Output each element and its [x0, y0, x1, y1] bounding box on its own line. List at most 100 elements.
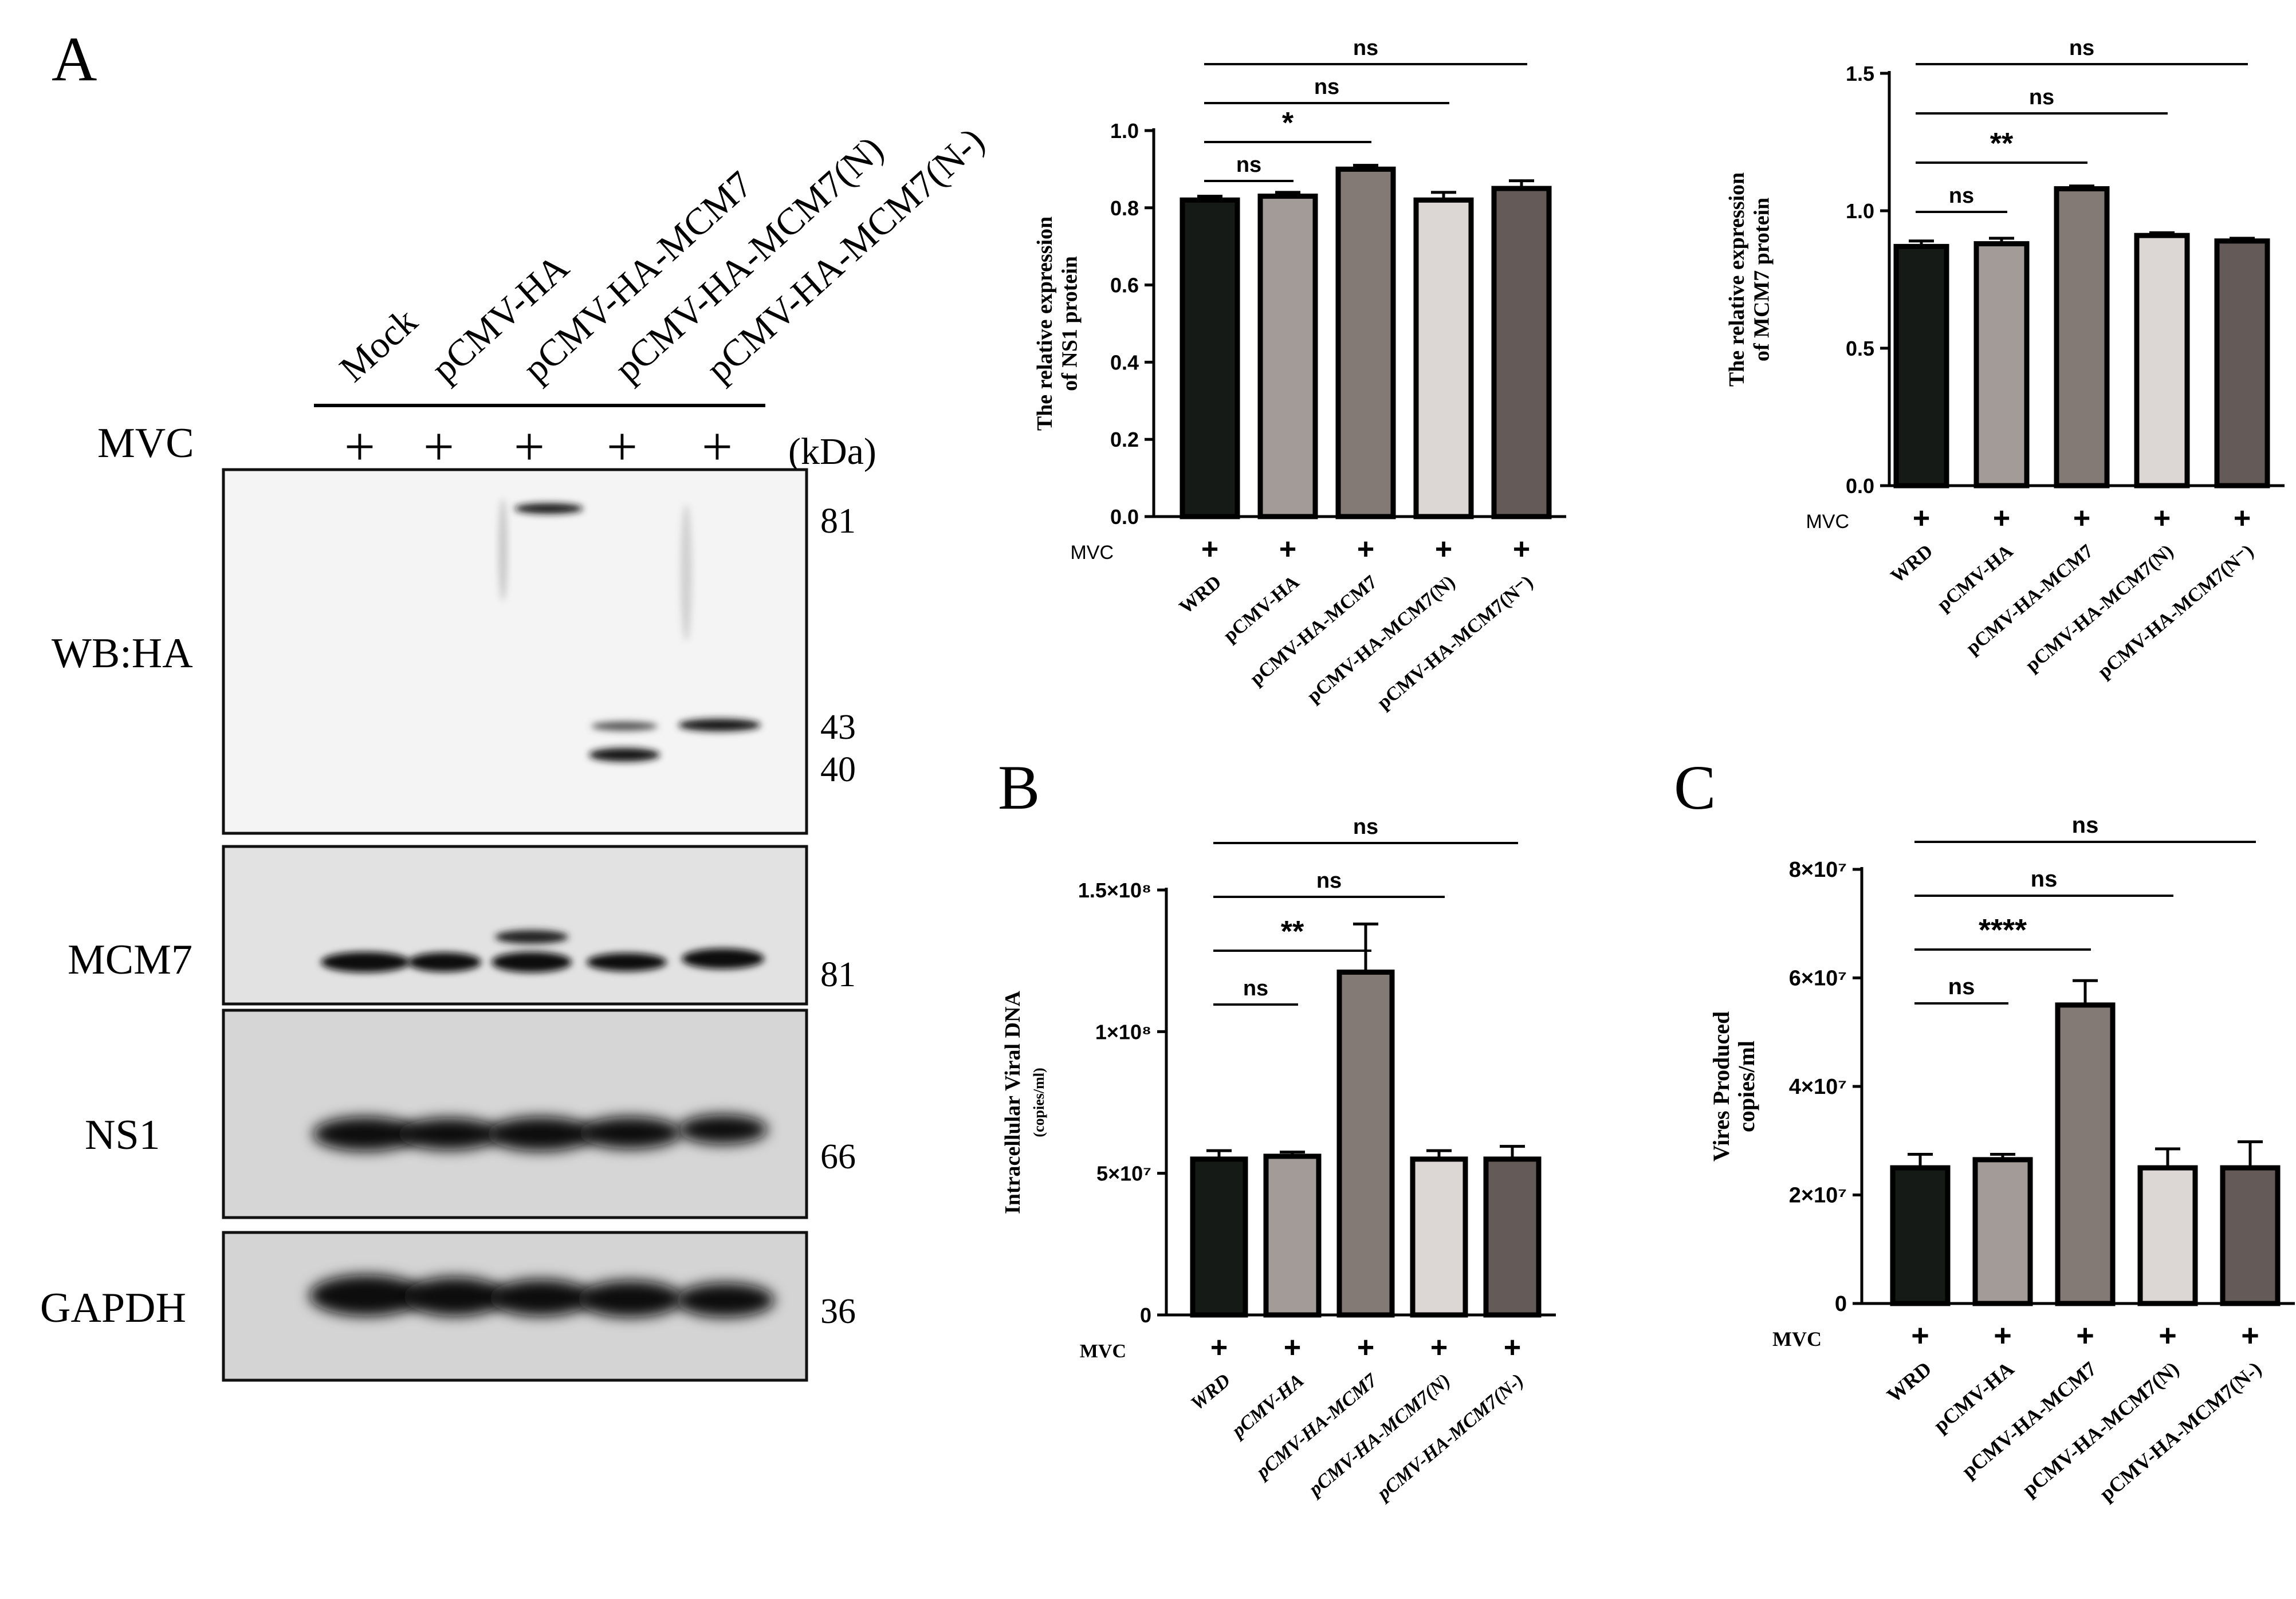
bar: [1190, 1156, 1248, 1318]
significance-label: **: [1281, 915, 1304, 948]
bar: [2055, 1002, 2116, 1306]
kda-label: (kDa): [788, 431, 876, 472]
blot-label-mcm7: MCM7: [68, 936, 192, 983]
treatment-plus: +: [2073, 502, 2090, 535]
bar: [1263, 1153, 1322, 1318]
treatment-plus: +: [1284, 1331, 1301, 1364]
category-label: pCMV-HA-MCM7: [1251, 1369, 1382, 1484]
band: [403, 1277, 506, 1316]
treatment-label: MVC: [1070, 542, 1114, 564]
marker-36: 36: [820, 1292, 856, 1331]
western-blot-panel: A Mock pCMV-HA pCMV-HA-MCM7 pCMV-HA-MCM7…: [40, 24, 992, 1382]
bar: [2054, 186, 2110, 489]
band: [309, 1275, 424, 1316]
significance-label: ns: [1314, 75, 1339, 99]
category-label: pCMV-HA-MCM7(N-): [2095, 1357, 2266, 1505]
panel-label-b: B: [998, 753, 1040, 822]
treatment-label: MVC: [1080, 1341, 1126, 1362]
y-tick-label: 1.0: [1110, 119, 1139, 143]
lane-labels: Mock pCMV-HA pCMV-HA-MCM7 pCMV-HA-MCM7(N…: [332, 120, 992, 390]
category-label: pCMV-HA-MCM7(N): [2022, 541, 2177, 676]
significance-label: ns: [1236, 153, 1261, 177]
significance-label: ns: [1353, 815, 1378, 839]
lane-label: Mock: [332, 300, 425, 390]
bar-charts: 0.0 0.2 0.4 0.6 0.8 1.0 The relative expressio…: [1001, 36, 2295, 1505]
blot-frame: [222, 1009, 808, 1219]
treatment-plus: +: [2153, 502, 2171, 535]
blot-label-ha: WB:HA: [52, 630, 193, 677]
y-axis-sublabel: copies/ml: [1733, 1041, 1759, 1132]
marker-43: 43: [820, 708, 856, 747]
marker-40: 40: [820, 750, 856, 789]
blot-label-ns1: NS1: [85, 1112, 160, 1159]
band: [577, 1281, 683, 1317]
treatment-plus: +: [2076, 1318, 2094, 1353]
marker-66: 66: [820, 1137, 856, 1176]
bar: [1483, 1156, 1542, 1318]
blot-ns1: [222, 1009, 808, 1219]
smear: [681, 504, 692, 641]
significance-label: *: [1282, 107, 1294, 140]
band: [514, 503, 583, 514]
treatment-plus: +: [2159, 1318, 2177, 1353]
treatment-plus: +: [344, 416, 375, 477]
band: [591, 722, 658, 731]
y-tick-label: 5×10⁷: [1096, 1162, 1151, 1186]
bar-chart-3: 0 5×10⁷ 1×10⁸ 1.5×10⁸ Intracellular Viral DN…: [1001, 815, 1556, 1505]
significance-label: ns: [2029, 85, 2054, 109]
treatment-plus: +: [1993, 502, 2010, 535]
significance-label: ns: [1353, 36, 1378, 60]
y-tick-label: 2×10⁷: [1789, 1184, 1847, 1208]
treatment-plus: +: [1513, 533, 1530, 566]
band: [678, 1114, 768, 1144]
band: [487, 1117, 595, 1151]
smear: [498, 498, 508, 601]
significance-label: ns: [1316, 869, 1342, 893]
treatment-plus: +: [1911, 1318, 1929, 1353]
blot-label-gapdh: GAPDH: [40, 1285, 186, 1332]
treatment-plus: +: [1201, 533, 1218, 566]
treatment-plus: +: [2234, 502, 2251, 535]
y-tick-label: 0.4: [1110, 350, 1139, 374]
y-tick-label: 1.5×10⁸: [1078, 879, 1151, 902]
y-tick-label: 0.0: [1110, 505, 1139, 529]
significance-label: **: [1990, 127, 2014, 160]
significance-label: ****: [1979, 913, 2027, 947]
significance-label: ns: [1243, 976, 1268, 1001]
bar: [1257, 194, 1318, 519]
bar: [1180, 197, 1240, 519]
band: [321, 952, 410, 972]
band: [492, 952, 572, 972]
bar: [2220, 1165, 2281, 1306]
y-tick-label: 8×10⁷: [1789, 858, 1847, 882]
treatment-plus: +: [1913, 502, 1930, 535]
significance-label: ns: [2072, 813, 2099, 838]
treatment-plus: +: [1279, 533, 1296, 566]
category-label: WRD: [1187, 1370, 1235, 1415]
bar: [1410, 1156, 1468, 1318]
y-tick-label: 1.0: [1846, 199, 1874, 223]
category-label: pCMV-HA-MCM7(N): [1303, 572, 1459, 707]
blot-gapdh: [222, 1231, 808, 1382]
bar: [1972, 1157, 2033, 1306]
bar-chart-2: 0.0 0.5 1.0 1.5 The relative expressionof MC…: [1725, 36, 2285, 683]
bar: [1893, 243, 1949, 489]
y-tick-label: 0: [1835, 1292, 1847, 1316]
y-tick-label: 0: [1140, 1303, 1151, 1327]
treatment-plus: +: [423, 416, 454, 477]
treatment-plus: +: [1210, 1331, 1228, 1364]
bar: [1413, 197, 1474, 519]
category-label: pCMV-HA-MCM7(N): [1304, 1370, 1454, 1501]
panel-label-a: A: [52, 24, 97, 94]
bar: [1336, 969, 1395, 1318]
bar: [2137, 1165, 2198, 1306]
blot-frame: [222, 845, 808, 1006]
y-tick-label: 0.0: [1846, 474, 1874, 498]
y-axis-label: The relative expressionof MCM7 protein: [1725, 172, 1774, 387]
band: [678, 719, 761, 731]
bar: [1335, 166, 1396, 519]
blot-mcm7: [222, 845, 808, 1006]
band: [398, 1118, 501, 1150]
bar: [2134, 233, 2190, 489]
